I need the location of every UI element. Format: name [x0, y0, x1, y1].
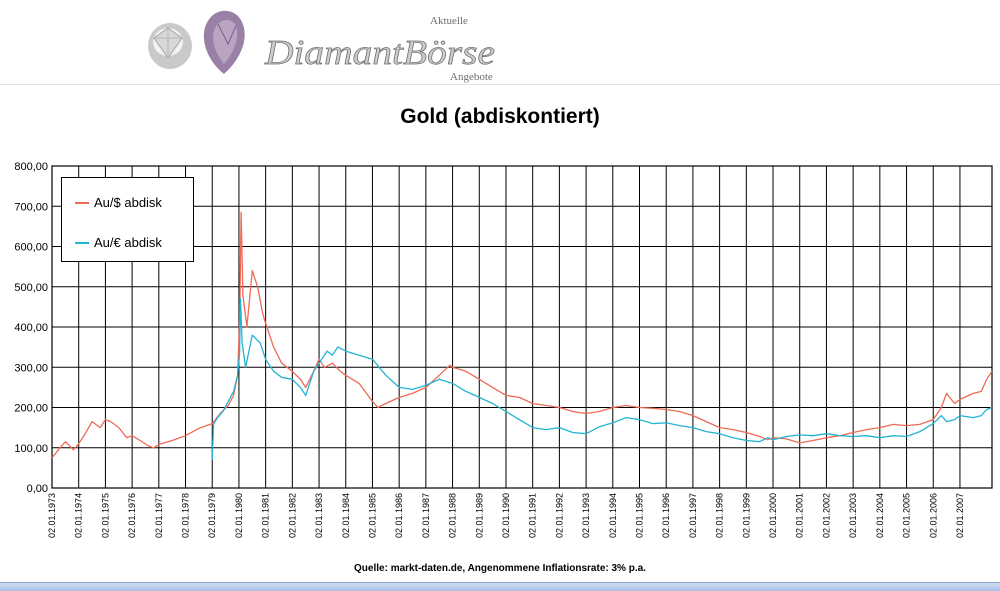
x-tick-label: 02.01.1989	[474, 493, 484, 538]
x-tick-label: 02.01.1994	[608, 493, 618, 538]
x-tick-label: 02.01.1992	[554, 493, 564, 538]
x-tick-label: 02.01.2005	[902, 493, 912, 538]
logo-graphic: Aktuelle DiamantBörse Angebote	[148, 10, 495, 83]
x-tick-label: 02.01.1995	[635, 493, 645, 538]
purple-pear-diamond-icon	[203, 10, 245, 74]
chart-title: Gold (abdiskontiert)	[400, 105, 600, 128]
x-tick-label: 02.01.1975	[100, 493, 110, 538]
x-tick-label: 02.01.2006	[928, 493, 938, 538]
header-divider	[0, 84, 1000, 85]
x-tick-label: 02.01.1990	[501, 493, 511, 538]
y-tick-label: 800,00	[14, 161, 48, 173]
x-tick-label: 02.01.2004	[875, 493, 885, 538]
x-tick-label: 02.01.2000	[768, 493, 778, 538]
x-tick-label: 02.01.1974	[74, 493, 84, 538]
y-tick-label: 400,00	[14, 322, 48, 334]
x-tick-label: 02.01.2003	[848, 493, 858, 538]
horizontal-scrollbar[interactable]	[0, 582, 1000, 591]
y-tick-label: 100,00	[14, 443, 48, 455]
logo-banner: Aktuelle DiamantBörse Angebote	[140, 0, 620, 84]
x-tick-label: 02.01.1983	[314, 493, 324, 538]
x-tick-label: 02.01.1996	[661, 493, 671, 538]
series-line-eur	[211, 298, 993, 460]
x-tick-label: 02.01.2001	[795, 493, 805, 538]
legend-swatch-usd	[75, 202, 89, 204]
logo-top-word: Aktuelle	[430, 15, 468, 27]
x-tick-label: 02.01.1986	[394, 493, 404, 538]
y-tick-label: 600,00	[14, 242, 48, 254]
y-tick-label: 0,00	[27, 483, 48, 495]
x-tick-label: 02.01.1997	[688, 493, 698, 538]
legend-label-eur: Au/€ abdisk	[94, 235, 162, 250]
legend-swatch-eur	[75, 242, 89, 244]
y-tick-label: 700,00	[14, 201, 48, 213]
x-tick-label: 02.01.1979	[207, 493, 217, 538]
x-tick-label: 02.01.1980	[234, 493, 244, 538]
x-tick-label: 02.01.2007	[955, 493, 965, 538]
x-tick-label: 02.01.1985	[367, 493, 377, 538]
x-tick-label: 02.01.1973	[47, 493, 57, 538]
x-tick-label: 02.01.1982	[287, 493, 297, 538]
series-line-usd	[51, 211, 993, 459]
plot-frame	[51, 165, 993, 489]
x-tick-label: 02.01.1998	[715, 493, 725, 538]
x-tick-label: 02.01.1984	[341, 493, 351, 538]
x-tick-label: 02.01.1991	[528, 493, 538, 538]
x-tick-label: 02.01.1988	[448, 493, 458, 538]
x-tick-label: 02.01.2002	[821, 493, 831, 538]
x-tick-label: 02.01.1993	[581, 493, 591, 538]
x-tick-label: 02.01.1977	[154, 493, 164, 538]
chart-legend: Au/$ abdisk Au/€ abdisk	[61, 177, 194, 262]
y-tick-label: 300,00	[14, 362, 48, 374]
x-tick-label: 02.01.1987	[421, 493, 431, 538]
source-note: Quelle: markt-daten.de, Angenommene Infl…	[354, 563, 646, 574]
y-tick-label: 500,00	[14, 282, 48, 294]
y-tick-label: 200,00	[14, 403, 48, 415]
x-tick-label: 02.01.1981	[261, 493, 271, 538]
legend-label-usd: Au/$ abdisk	[94, 195, 162, 210]
logo-brand-text: DiamantBörse	[264, 33, 495, 72]
x-tick-label: 02.01.1978	[181, 493, 191, 538]
round-diamond-icon	[148, 23, 192, 69]
x-tick-label: 02.01.1999	[741, 493, 751, 538]
x-tick-label: 02.01.1976	[127, 493, 137, 538]
logo-bottom-word: Angebote	[450, 71, 493, 83]
